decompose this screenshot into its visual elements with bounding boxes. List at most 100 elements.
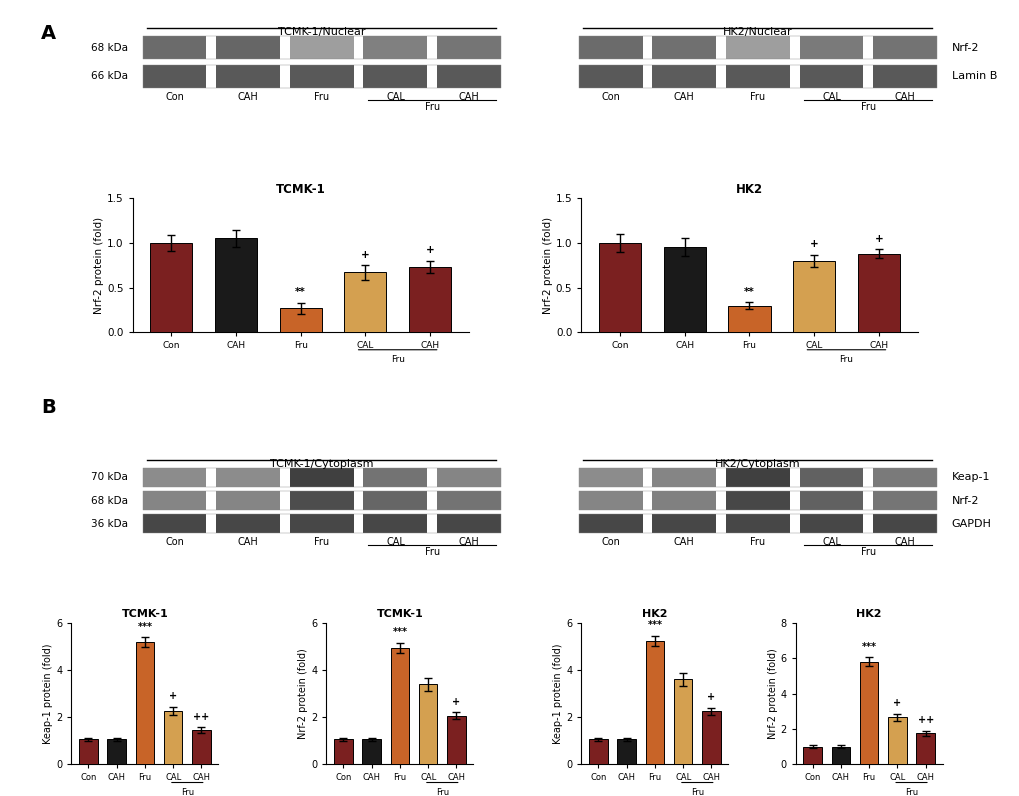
Bar [437, 491, 500, 510]
Text: Fru: Fru [390, 355, 405, 364]
Bar [143, 37, 500, 59]
Bar [830, 747, 849, 764]
Text: +: + [873, 234, 882, 244]
Text: Fru: Fru [314, 537, 329, 548]
Text: +: + [452, 696, 460, 707]
Y-axis label: Keap-1 protein (fold): Keap-1 protein (fold) [552, 643, 562, 743]
Bar [279, 308, 321, 333]
Bar [289, 37, 354, 59]
Text: Fru: Fru [690, 788, 703, 796]
Text: CAH: CAH [237, 92, 258, 102]
Bar [598, 243, 641, 333]
Text: B: B [41, 398, 55, 417]
Bar [409, 267, 450, 333]
Bar [344, 272, 386, 333]
Bar [216, 468, 280, 487]
Bar [215, 239, 257, 333]
Bar [437, 468, 500, 487]
Bar [289, 514, 354, 533]
Text: ***: *** [138, 622, 152, 631]
Text: Nrf-2: Nrf-2 [951, 43, 978, 53]
Bar [799, 65, 863, 88]
Bar [872, 514, 936, 533]
Bar [143, 514, 500, 533]
Title: HK2: HK2 [642, 610, 667, 619]
Bar [363, 65, 427, 88]
Text: Fru: Fru [860, 102, 875, 112]
Text: +: + [809, 239, 817, 249]
Y-axis label: Keap-1 protein (fold): Keap-1 protein (fold) [43, 643, 53, 743]
Text: ++: ++ [917, 715, 932, 725]
Bar [803, 747, 821, 764]
Bar [888, 717, 906, 764]
Text: +: + [893, 698, 901, 708]
Bar [107, 739, 125, 764]
Bar [437, 65, 500, 88]
Bar [289, 491, 354, 510]
Text: Nrf-2: Nrf-2 [951, 496, 978, 505]
Text: Fru: Fru [750, 537, 764, 548]
Bar [651, 65, 715, 88]
Bar [872, 468, 936, 487]
Bar [216, 65, 280, 88]
Bar [726, 491, 789, 510]
Text: +: + [707, 692, 714, 702]
Text: +: + [425, 245, 434, 256]
Bar [578, 37, 642, 59]
Text: **: ** [744, 287, 754, 297]
Y-axis label: Nrf-2 protein (fold): Nrf-2 protein (fold) [766, 648, 776, 739]
Bar [799, 514, 863, 533]
Title: TCMK-1: TCMK-1 [376, 610, 423, 619]
Bar [143, 37, 206, 59]
Text: 66 kDa: 66 kDa [91, 72, 128, 81]
Text: Keap-1: Keap-1 [951, 472, 989, 482]
Text: CAH: CAH [894, 537, 915, 548]
Text: Fru: Fru [424, 548, 439, 557]
Bar [362, 739, 380, 764]
Bar [859, 661, 877, 764]
Bar [363, 468, 427, 487]
Bar [663, 248, 705, 333]
Text: +: + [169, 692, 177, 701]
Text: Con: Con [165, 537, 183, 548]
Bar [589, 739, 607, 764]
Title: HK2: HK2 [735, 182, 762, 196]
Bar [143, 514, 206, 533]
Bar [289, 65, 354, 88]
Text: CAL: CAL [385, 537, 405, 548]
Bar [164, 712, 182, 764]
Text: CAH: CAH [674, 92, 694, 102]
Text: 36 kDa: 36 kDa [91, 519, 128, 529]
Text: Fru: Fru [839, 355, 853, 364]
Text: Fru: Fru [750, 92, 764, 102]
Text: A: A [41, 24, 56, 43]
Bar [289, 468, 354, 487]
Bar [872, 37, 936, 59]
Bar [616, 739, 635, 764]
Text: ***: *** [647, 620, 661, 630]
Text: Fru: Fru [904, 788, 917, 796]
Bar [799, 468, 863, 487]
Bar [726, 65, 789, 88]
Bar [143, 468, 500, 487]
Bar [363, 514, 427, 533]
Bar [857, 254, 899, 333]
Text: Con: Con [600, 537, 620, 548]
Bar [437, 514, 500, 533]
Y-axis label: Nrf-2 protein (fold): Nrf-2 protein (fold) [542, 217, 552, 314]
Bar [872, 65, 936, 88]
Bar [216, 491, 280, 510]
Bar [143, 65, 500, 88]
Bar [446, 716, 466, 764]
Bar [192, 730, 211, 764]
Text: **: ** [296, 287, 306, 298]
Title: HK2: HK2 [856, 610, 881, 619]
Bar [726, 37, 789, 59]
Bar [143, 491, 500, 510]
Bar [334, 739, 353, 764]
Bar [651, 37, 715, 59]
Text: Fru: Fru [424, 102, 439, 112]
Text: 70 kDa: 70 kDa [91, 472, 128, 482]
Bar [578, 65, 642, 88]
Text: CAH: CAH [459, 537, 479, 548]
